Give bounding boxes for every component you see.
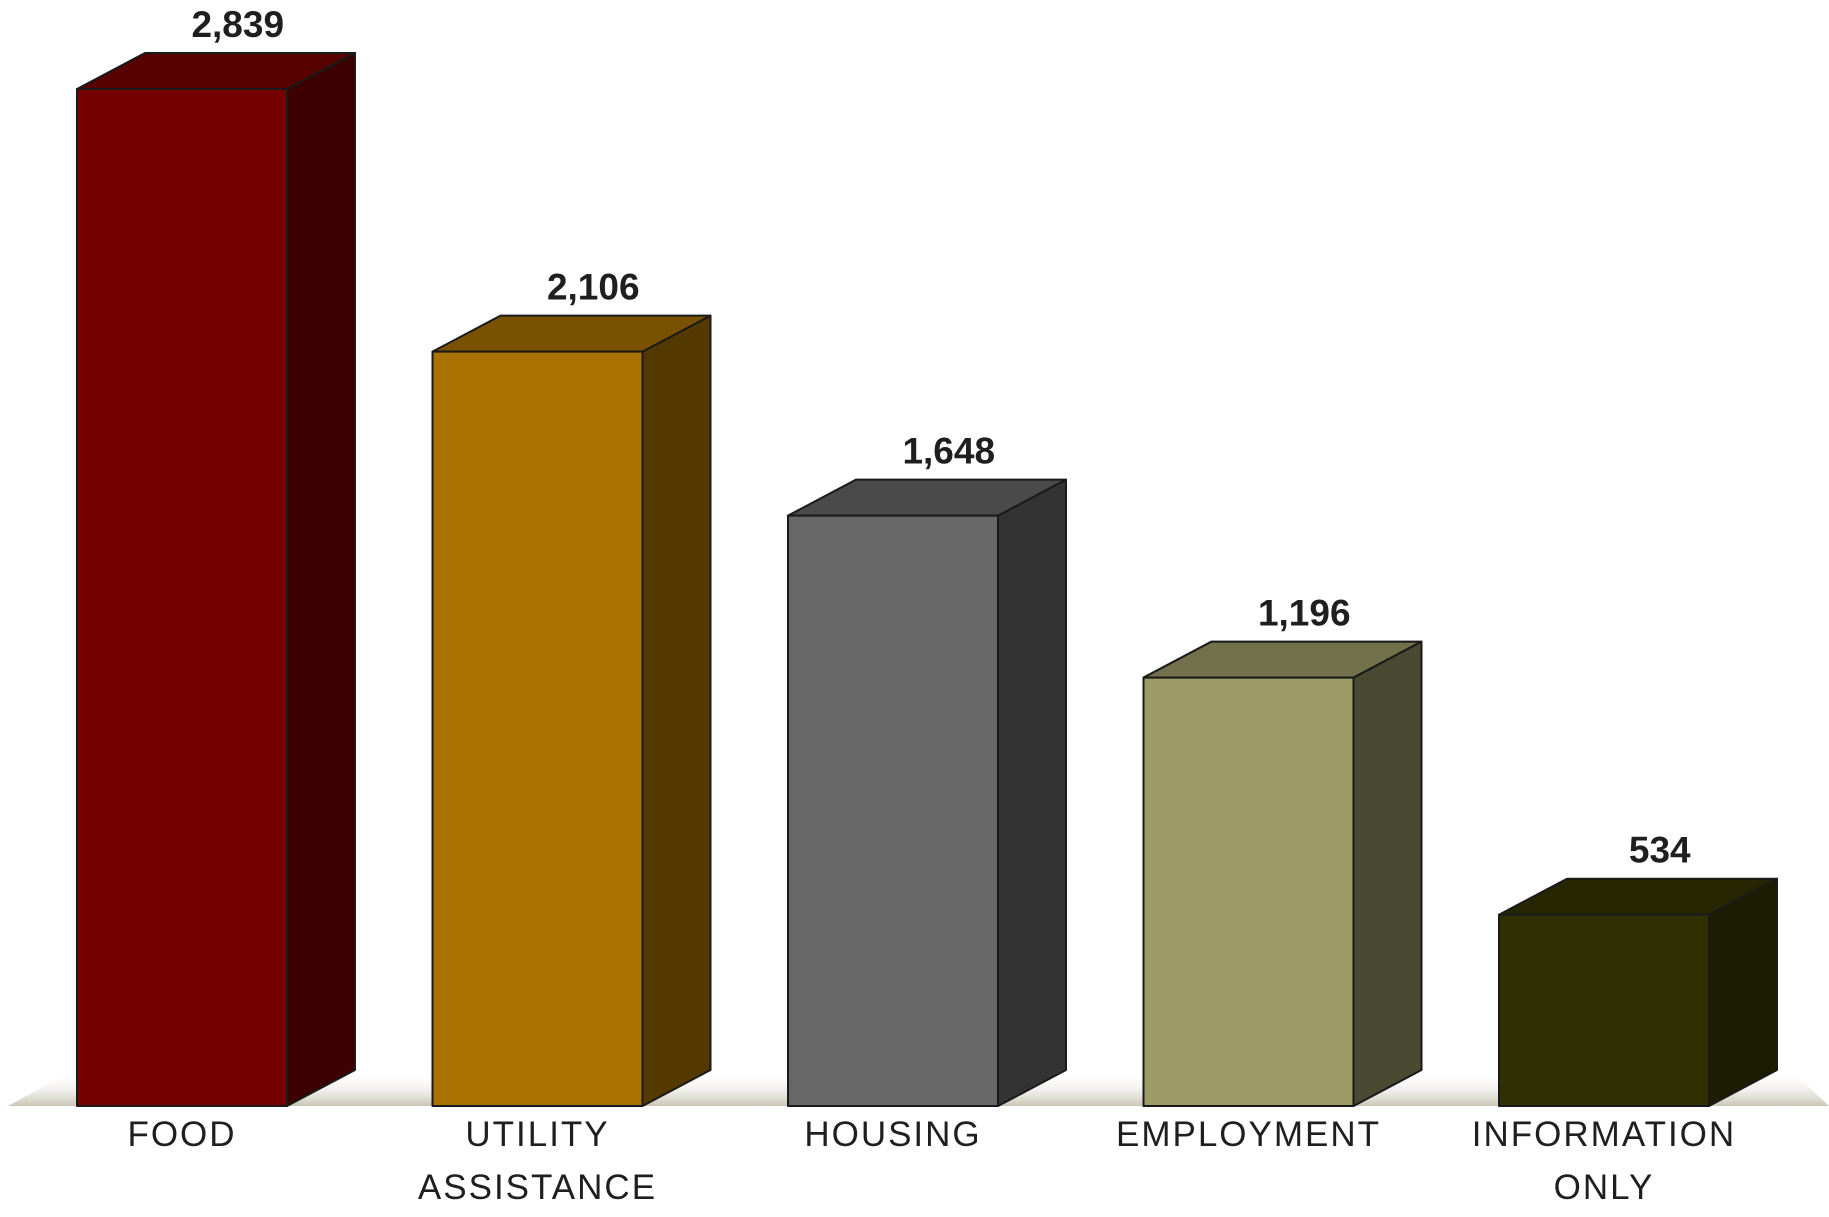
category-label-line: INFORMATION [1472, 1115, 1736, 1154]
category-label-line: UTILITY [465, 1115, 609, 1154]
bar-side-utility-assistance [641, 314, 712, 1107]
bar-side-food [286, 52, 356, 1107]
category-labels-group: FOOD UTILITY ASSISTANCE HOUSING EMPLOYMENT IN… [127, 1115, 1736, 1207]
bar-information-only [1498, 877, 1778, 1108]
bar-employment [1142, 640, 1423, 1107]
value-label-employment: 1,196 [1258, 593, 1351, 634]
category-label-food: FOOD [127, 1115, 236, 1154]
category-label-line: ONLY [1554, 1168, 1655, 1207]
bar-front-information-only [1498, 913, 1710, 1108]
category-label-employment: EMPLOYMENT [1116, 1115, 1381, 1154]
bars-group [76, 52, 1778, 1108]
value-labels-group: 2,839 2,106 1,648 1,196 534 [191, 4, 1691, 871]
bar-side-information-only [1708, 877, 1778, 1107]
value-label-food: 2,839 [191, 4, 284, 45]
bar-housing [787, 478, 1067, 1107]
bar-front-utility-assistance [431, 350, 644, 1107]
value-label-utility-assistance: 2,106 [547, 267, 640, 308]
category-label-line: FOOD [127, 1115, 236, 1154]
category-label-utility-assistance: UTILITY ASSISTANCE [418, 1115, 657, 1207]
category-label-information-only: INFORMATION ONLY [1472, 1115, 1736, 1207]
category-label-line: ASSISTANCE [418, 1168, 657, 1207]
category-label-line: EMPLOYMENT [1116, 1115, 1381, 1154]
bar-food [76, 52, 356, 1107]
bar-side-employment [1352, 640, 1423, 1107]
bar-front-housing [787, 514, 999, 1107]
value-label-housing: 1,648 [902, 431, 995, 472]
value-label-information-only: 534 [1629, 830, 1691, 871]
bar-front-employment [1142, 676, 1355, 1107]
bar-utility-assistance [431, 314, 712, 1107]
bar-front-food [76, 88, 288, 1107]
category-label-line: HOUSING [804, 1115, 981, 1154]
bar-side-housing [997, 478, 1067, 1107]
category-label-housing: HOUSING [804, 1115, 981, 1154]
